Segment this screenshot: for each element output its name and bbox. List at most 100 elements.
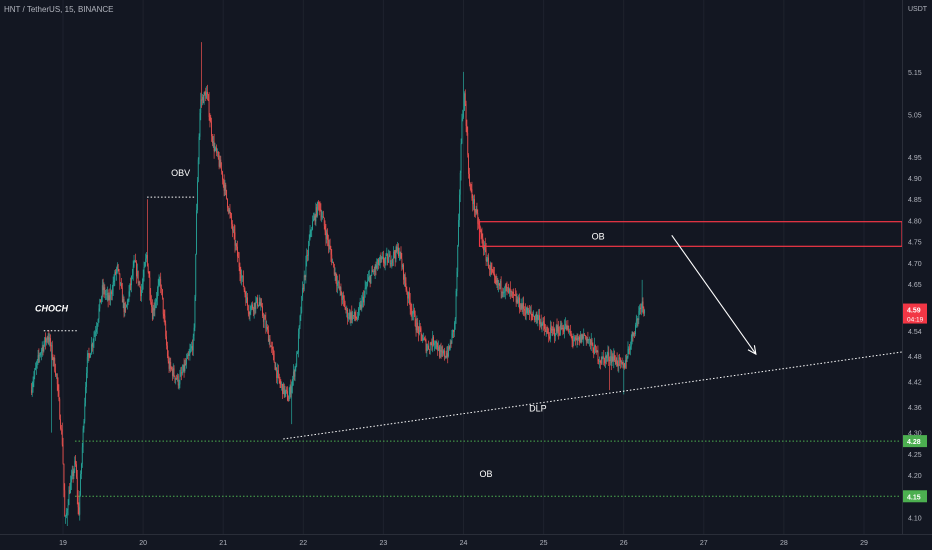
annotation-label[interactable]: OBV bbox=[171, 168, 190, 178]
candle-body bbox=[239, 266, 241, 275]
candle-body bbox=[636, 319, 638, 321]
time-axis[interactable]: 19 20 21 22 23 24 25 26 27 28 29 bbox=[59, 540, 868, 547]
candle-body bbox=[146, 254, 148, 266]
candle-body bbox=[574, 337, 576, 339]
candle-body bbox=[333, 262, 334, 265]
candle-body bbox=[213, 141, 215, 152]
candle-body bbox=[358, 306, 360, 309]
candle-body bbox=[89, 354, 91, 358]
candle-body bbox=[463, 110, 464, 117]
candle-body bbox=[104, 287, 106, 295]
candle-body bbox=[564, 323, 566, 327]
candle-body bbox=[518, 297, 520, 304]
candle-body bbox=[56, 374, 58, 385]
candle-body bbox=[137, 270, 139, 283]
candle-body bbox=[45, 337, 46, 343]
candle-body bbox=[448, 346, 450, 349]
candle-body bbox=[185, 363, 187, 365]
candle-body bbox=[378, 259, 379, 266]
candle-body bbox=[531, 313, 533, 316]
time-tick-label: 22 bbox=[299, 540, 307, 547]
candle-body bbox=[559, 324, 561, 335]
candle-body bbox=[388, 254, 390, 257]
time-tick-label: 25 bbox=[540, 540, 548, 547]
candle-body bbox=[348, 312, 350, 318]
candle-body bbox=[171, 369, 173, 376]
candle-body bbox=[87, 353, 89, 358]
candle-body bbox=[416, 322, 418, 331]
symbol-title[interactable]: HNT / TetherUS, 15, BINANCE bbox=[4, 5, 114, 14]
candle-body bbox=[106, 293, 107, 295]
candle-body bbox=[280, 384, 282, 385]
price-axis[interactable]: 4.10 4.15 4.20 4.25 4.30 4.36 4.42 4.48 4.54 4.65… bbox=[903, 70, 927, 523]
candle-body bbox=[419, 326, 421, 329]
candle-body bbox=[575, 338, 577, 341]
candle-body bbox=[207, 94, 209, 100]
candle-body bbox=[285, 389, 287, 391]
candle-body bbox=[192, 336, 194, 351]
candle-body bbox=[432, 336, 434, 347]
candle-body bbox=[407, 293, 409, 299]
candle-body bbox=[186, 358, 187, 365]
candle-body bbox=[267, 329, 269, 342]
currency-unit-label: USDT bbox=[908, 6, 928, 13]
candle-body bbox=[484, 244, 486, 250]
candle-body bbox=[609, 359, 610, 362]
candle-body bbox=[223, 181, 225, 191]
candle-body bbox=[139, 282, 141, 288]
level-tag bbox=[903, 490, 927, 503]
projection-arrow[interactable] bbox=[671, 234, 757, 355]
candle-body bbox=[610, 356, 612, 363]
time-tick-label: 26 bbox=[620, 540, 628, 547]
candle-body bbox=[313, 215, 315, 219]
candle-body bbox=[236, 244, 238, 247]
candle-body bbox=[149, 277, 151, 294]
candle-body bbox=[151, 302, 152, 307]
candle-body bbox=[140, 287, 142, 297]
annotation-label[interactable]: OB bbox=[480, 469, 493, 479]
time-tick-label: 21 bbox=[219, 540, 227, 547]
candle-body bbox=[601, 356, 603, 364]
candle-body bbox=[33, 376, 35, 383]
candle-body bbox=[337, 282, 338, 286]
annotation-label[interactable]: DLP bbox=[529, 403, 547, 413]
candle-body bbox=[388, 256, 389, 263]
candle-body bbox=[66, 513, 67, 517]
candle-body bbox=[195, 254, 197, 297]
candle-body bbox=[589, 339, 590, 340]
candle-body bbox=[590, 339, 592, 345]
candle-body bbox=[615, 357, 617, 364]
candle-body bbox=[35, 364, 37, 368]
candle-body bbox=[548, 333, 550, 337]
candle-body bbox=[508, 287, 510, 294]
candle-body bbox=[591, 339, 593, 345]
candle-body bbox=[626, 357, 628, 362]
candle-body bbox=[581, 334, 583, 343]
candle-body bbox=[80, 474, 82, 496]
price-tick-label: 4.20 bbox=[908, 473, 922, 480]
candle-body bbox=[119, 273, 121, 285]
annotation-label[interactable]: CHOCH bbox=[35, 304, 68, 314]
candle-body bbox=[153, 308, 155, 311]
candle-body bbox=[234, 232, 236, 246]
candle-body bbox=[136, 262, 137, 277]
candle-body bbox=[55, 371, 56, 376]
candle-body bbox=[107, 293, 109, 301]
candle-body bbox=[564, 326, 565, 332]
candle-body bbox=[237, 246, 238, 257]
candle-body bbox=[534, 318, 536, 321]
candle-body bbox=[562, 327, 564, 332]
candle-body bbox=[444, 356, 446, 357]
candle-body bbox=[569, 331, 570, 333]
candle-body bbox=[410, 308, 412, 310]
candle-body bbox=[595, 346, 597, 353]
candle-body bbox=[493, 272, 495, 274]
current-price-text: 4.59 bbox=[907, 308, 921, 315]
candle-body bbox=[287, 400, 289, 402]
trendline[interactable] bbox=[283, 351, 903, 440]
candle-body bbox=[121, 287, 123, 303]
candle-body bbox=[251, 304, 253, 307]
candle-body bbox=[452, 329, 454, 334]
annotation-label[interactable]: OB bbox=[592, 232, 605, 242]
